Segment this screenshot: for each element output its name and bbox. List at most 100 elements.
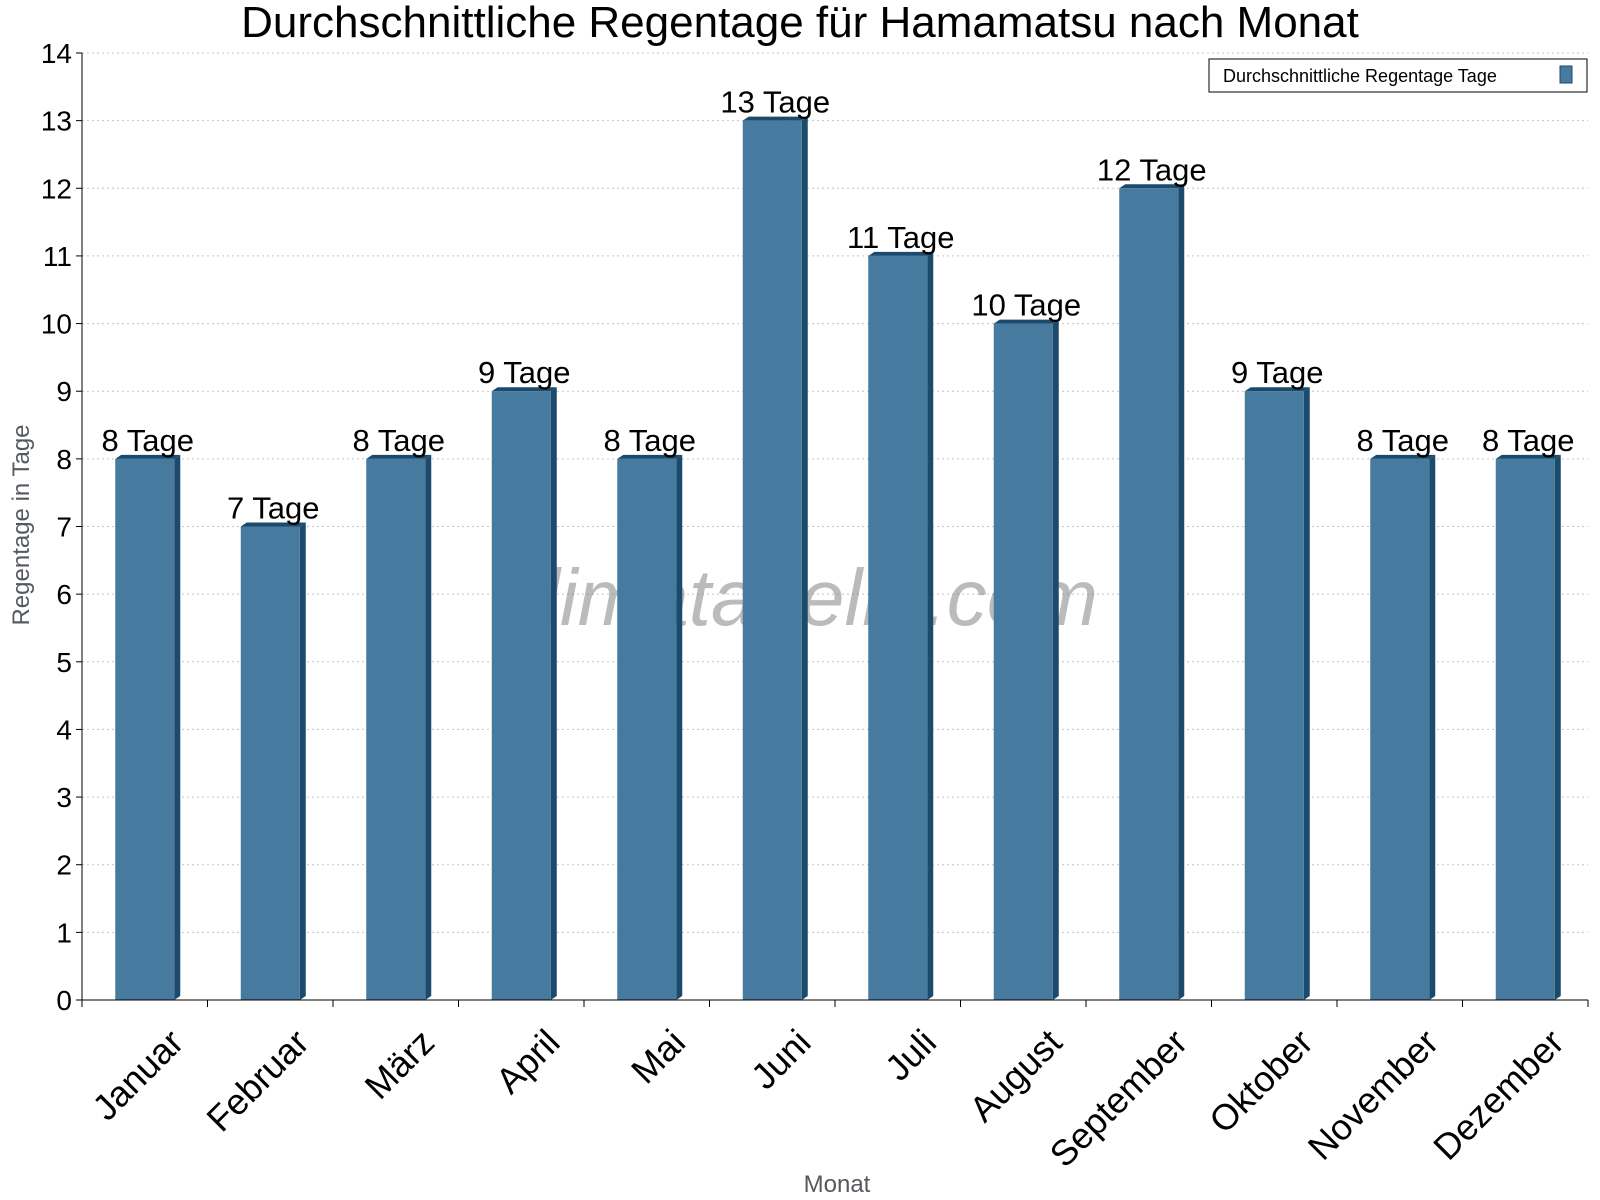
data-label: 11 Tage xyxy=(847,220,954,255)
bar xyxy=(491,387,557,1000)
x-tick-label: Februar xyxy=(198,1021,316,1139)
x-tick-label: Oktober xyxy=(1201,1021,1321,1141)
y-tick-label: 9 xyxy=(56,376,72,407)
data-label: 9 Tage xyxy=(1231,355,1324,390)
bar-front xyxy=(742,120,802,1000)
bars-group xyxy=(115,116,1561,1001)
bar-front xyxy=(115,458,175,1000)
bar-front xyxy=(240,526,300,1000)
y-tick-label: 2 xyxy=(56,850,72,881)
x-ticks: Januar Februar März April Mai Juni Juli AugustS… xyxy=(81,1000,1589,1175)
data-label: 13 Tage xyxy=(720,85,830,120)
bar-side xyxy=(1178,184,1185,1001)
bar-top xyxy=(491,387,557,392)
bar xyxy=(1370,454,1436,1000)
y-tick-label: 14 xyxy=(41,38,72,69)
bar-side xyxy=(174,454,181,1000)
y-tick-label: 11 xyxy=(43,241,72,272)
y-tick-label: 12 xyxy=(41,173,72,204)
y-axis-title: Regentage in Tage xyxy=(8,424,35,625)
bar-front xyxy=(366,458,426,1000)
bar-top xyxy=(993,319,1059,324)
data-label: 9 Tage xyxy=(478,355,571,390)
bar-front xyxy=(868,255,928,1000)
bar xyxy=(993,319,1059,1001)
bar-top xyxy=(366,454,432,459)
x-tick-label: November xyxy=(1300,1021,1446,1167)
bar-front xyxy=(1119,188,1179,1001)
bar-side xyxy=(1429,454,1436,1000)
bar xyxy=(617,454,683,1000)
legend-label: Durchschnittliche Regentage Tage xyxy=(1223,66,1497,86)
data-labels: 8 Tage 7 Tage 8 Tage 9 Tage 8 Tage 13 Tage 11 … xyxy=(101,85,1574,526)
bar-side xyxy=(676,454,683,1000)
bar-top xyxy=(115,454,181,459)
bar-side xyxy=(425,454,432,1000)
x-axis-title: Monat xyxy=(804,1171,871,1198)
y-tick-label: 5 xyxy=(56,647,72,678)
bar xyxy=(115,454,181,1000)
x-tick-label: Mai xyxy=(623,1021,693,1091)
x-tick-label: März xyxy=(357,1021,443,1107)
bar-front xyxy=(993,323,1053,1001)
data-label: 8 Tage xyxy=(1482,423,1575,458)
bar-side xyxy=(927,251,934,1000)
y-tick-label: 3 xyxy=(56,782,72,813)
x-tick-label: Juli xyxy=(877,1021,944,1088)
legend: Durchschnittliche Regentage Tage xyxy=(1208,58,1588,93)
bar-side xyxy=(1303,387,1310,1000)
data-label: 7 Tage xyxy=(227,491,320,526)
data-label: 8 Tage xyxy=(352,423,445,458)
bar-front xyxy=(491,391,551,1000)
data-label: 10 Tage xyxy=(971,288,1081,323)
y-tick-label: 8 xyxy=(56,444,72,475)
x-tick-label: Juni xyxy=(743,1021,819,1097)
bar-top xyxy=(240,522,306,527)
bar-top xyxy=(1370,454,1436,459)
data-label: 8 Tage xyxy=(1356,423,1449,458)
y-tick-label: 1 xyxy=(56,917,72,948)
bar-front xyxy=(1244,391,1304,1000)
y-tick-label: 10 xyxy=(41,309,72,340)
bar-side xyxy=(1052,319,1059,1001)
bar-top xyxy=(868,251,934,256)
bar xyxy=(868,251,934,1000)
gridlines xyxy=(82,52,1588,933)
y-tick-label: 0 xyxy=(56,985,72,1016)
bar-top xyxy=(1119,184,1185,189)
y-tick-label: 6 xyxy=(56,579,72,610)
legend-box xyxy=(1208,58,1588,93)
x-tick-label: April xyxy=(488,1021,568,1101)
data-label: 8 Tage xyxy=(101,423,194,458)
y-tick-label: 13 xyxy=(41,106,72,137)
bar xyxy=(240,522,306,1000)
bar-top xyxy=(617,454,683,459)
chart-title: Durchschnittliche Regentage für Hamamats… xyxy=(241,0,1359,47)
bar-side xyxy=(801,116,808,1000)
legend-swatch xyxy=(1559,65,1573,84)
bar xyxy=(366,454,432,1000)
x-tick-label: September xyxy=(1042,1021,1196,1175)
x-tick-label: Januar xyxy=(84,1021,191,1128)
bar xyxy=(1495,454,1561,1000)
bar-front xyxy=(617,458,677,1000)
x-tick-label: Dezember xyxy=(1425,1021,1571,1167)
data-label: 12 Tage xyxy=(1097,152,1207,187)
data-label: 8 Tage xyxy=(603,423,696,458)
bar-top xyxy=(1495,454,1561,459)
bar-front xyxy=(1370,458,1430,1000)
x-tick-label: August xyxy=(961,1021,1069,1129)
bar xyxy=(742,116,808,1000)
bar-top xyxy=(742,116,808,121)
bar xyxy=(1119,184,1185,1001)
bar-side xyxy=(550,387,557,1000)
bar-top xyxy=(1244,387,1310,392)
bar-side xyxy=(1554,454,1561,1000)
y-tick-label: 4 xyxy=(56,714,72,745)
y-tick-label: 7 xyxy=(56,512,72,543)
bar xyxy=(1244,387,1310,1000)
bar-side xyxy=(299,522,306,1000)
